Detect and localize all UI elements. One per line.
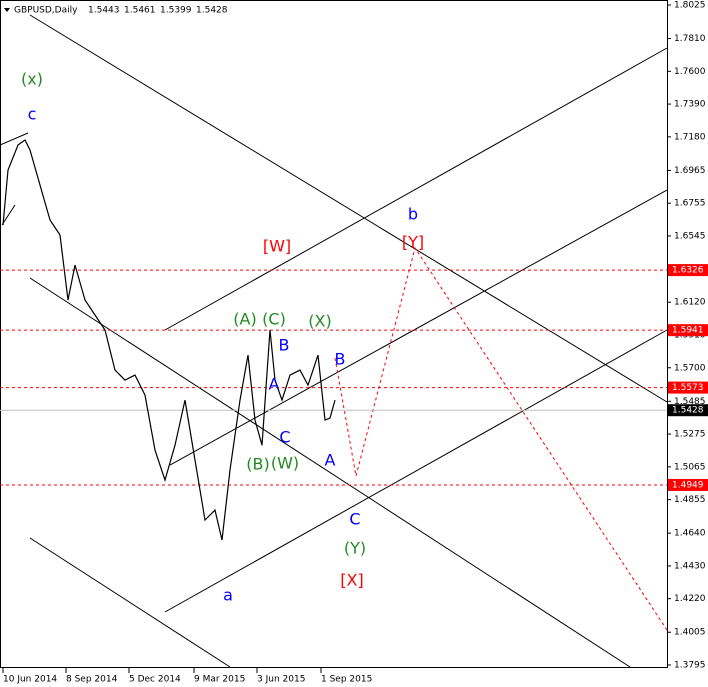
wave-label: C — [279, 428, 290, 447]
ohlc-value: 1.5443 — [88, 6, 120, 16]
trend-line — [169, 189, 668, 466]
trend-line — [1, 204, 16, 226]
menu-icon[interactable] — [4, 8, 10, 12]
wave-label: c — [28, 105, 37, 124]
wave-label: a — [223, 586, 233, 605]
y-tick-label: 1.7600 — [674, 67, 706, 77]
forecast-path — [334, 246, 668, 631]
trend-line — [29, 277, 631, 668]
x-tick-label: 1 Sep 2015 — [321, 675, 372, 685]
wave-label: [X] — [340, 571, 363, 590]
y-tick-label: 1.7810 — [674, 34, 706, 44]
x-tick-label: 10 Jun 2014 — [3, 675, 57, 685]
y-tick-label: 1.5275 — [674, 430, 706, 440]
y-tick-label: 1.6545 — [674, 231, 706, 241]
trend-line — [0, 132, 29, 146]
wave-label: C — [349, 510, 360, 529]
price-label-box — [668, 324, 708, 337]
wave-label: [W] — [263, 237, 291, 256]
y-tick-label: 1.6755 — [674, 199, 706, 209]
x-tick-label: 5 Dec 2014 — [129, 675, 181, 685]
symbol: GBPUSD,Daily — [14, 6, 78, 16]
wave-label: B — [335, 350, 346, 369]
y-tick-label: 1.5700 — [674, 363, 706, 373]
price-label: 1.5941 — [672, 326, 704, 336]
y-tick-label: 1.6120 — [674, 298, 706, 308]
price-label: 1.5428 — [672, 406, 704, 416]
wave-label: A — [325, 451, 336, 470]
trend-line — [29, 14, 668, 403]
trend-line — [29, 537, 231, 668]
price-label-box — [668, 381, 708, 394]
price-line — [2, 139, 336, 541]
y-tick-label: 1.3795 — [674, 661, 706, 671]
trend-line — [164, 329, 668, 613]
y-tick-label: 1.6965 — [674, 166, 706, 176]
price-label-box — [668, 264, 708, 277]
x-tick-label: 8 Sep 2014 — [66, 675, 118, 685]
ohlc-value: 1.5461 — [124, 6, 156, 16]
wave-label: (A) — [233, 310, 256, 329]
y-tick-label: 1.4005 — [674, 628, 706, 638]
wave-label: [Y] — [402, 233, 424, 252]
wave-label: A — [269, 375, 280, 394]
y-tick-label: 1.7180 — [674, 132, 706, 142]
wave-label: (X) — [308, 312, 331, 331]
price-label: 1.4949 — [672, 480, 704, 490]
x-tick-label: 9 Mar 2015 — [194, 675, 245, 685]
price-label: 1.5573 — [672, 383, 704, 393]
wave-label: b — [408, 205, 418, 224]
wave-label: (x) — [21, 70, 43, 89]
wave-label: (C) — [262, 310, 286, 329]
x-tick-label: 3 Jun 2015 — [257, 675, 305, 685]
y-tick-label: 1.4640 — [674, 529, 706, 539]
ohlc-value: 1.5399 — [160, 6, 192, 16]
y-tick-label: 1.4430 — [674, 561, 706, 571]
wave-label: (Y) — [344, 539, 366, 558]
trend-line — [164, 47, 668, 331]
y-tick-label: 1.4220 — [674, 594, 706, 604]
y-tick-label: 1.5065 — [674, 462, 706, 472]
y-tick-label: 1.7390 — [674, 100, 706, 110]
wave-label: (W) — [271, 454, 299, 473]
wave-label: B — [279, 336, 290, 355]
price-label-box — [668, 404, 708, 417]
price-label: 1.6326 — [672, 266, 704, 276]
price-label-box — [668, 478, 708, 491]
y-tick-label: 1.5485 — [674, 397, 706, 407]
y-tick-label: 1.8025 — [674, 1, 706, 11]
ohlc-value: 1.5428 — [196, 6, 228, 16]
plot-frame — [0, 0, 668, 668]
wave-label: (B) — [246, 455, 269, 474]
y-tick-label: 1.4855 — [674, 495, 706, 505]
trend-lines — [0, 14, 668, 668]
